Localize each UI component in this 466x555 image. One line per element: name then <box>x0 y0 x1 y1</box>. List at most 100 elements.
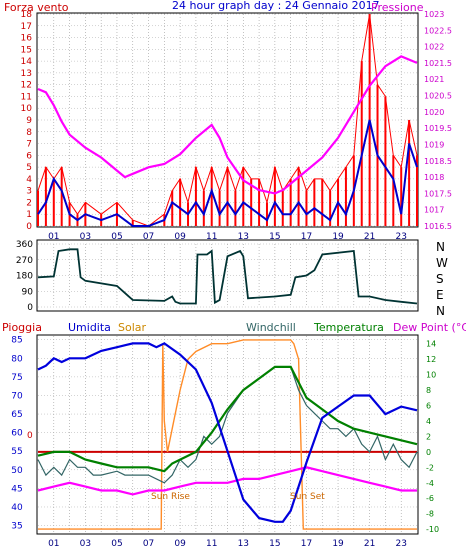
temperature-tick-label: -4 <box>426 479 434 488</box>
x-tick-label: 17 <box>301 232 312 242</box>
pressure-tick-label: 1022.5 <box>424 26 452 35</box>
wind-direction-line <box>37 248 418 305</box>
temperature-label: Temperatura <box>313 321 384 334</box>
humidity-tick-label: 45 <box>11 484 22 494</box>
x-tick-label: 15 <box>269 539 280 549</box>
sunset-label: Sun Set <box>290 492 325 502</box>
wind-tick-label: 9 <box>26 116 32 126</box>
pressure-label: Pressione <box>371 1 424 14</box>
wind-tick-label: 3 <box>26 187 32 197</box>
direction-panel-frame <box>36 239 419 312</box>
wind-tick-label: 2 <box>26 198 32 208</box>
humidity-line <box>37 342 418 523</box>
compass-label: E <box>436 288 444 302</box>
x-tick-label: 11 <box>206 539 217 549</box>
wind-tick-label: 1 <box>26 210 32 220</box>
x-tick-label: 15 <box>269 232 280 242</box>
wind-tick-label: 15 <box>21 45 32 55</box>
humidity-tick-label: 70 <box>11 391 23 401</box>
x-tick-label: 01 <box>48 539 59 549</box>
x-tick-label: 19 <box>332 539 344 549</box>
wind-tick-label: 4 <box>26 175 32 185</box>
solar-label: Solar <box>118 321 147 334</box>
pressure-tick-label: 1017.5 <box>424 189 452 198</box>
pressure-tick-label: 1022 <box>424 43 444 52</box>
wind-tick-label: 16 <box>21 34 33 44</box>
temperature-tick-label: 0 <box>426 448 431 457</box>
wind-tick-label: 13 <box>21 69 32 79</box>
wind-gust-line <box>37 13 418 227</box>
wind-tick-label: 7 <box>26 140 32 150</box>
compass-label: W <box>436 256 448 270</box>
pressure-tick-label: 1021.5 <box>424 59 452 68</box>
compass-label: N <box>436 304 445 318</box>
humidity-tick-label: 35 <box>11 522 22 532</box>
humidity-panel-frame <box>36 334 419 535</box>
x-tick-label: 07 <box>143 539 154 549</box>
direction-tick-label: 90 <box>22 287 34 297</box>
wind-force-label: Forza vento <box>4 1 69 14</box>
temperature-tick-label: 8 <box>426 386 431 395</box>
temperature-tick-label: 12 <box>426 355 436 364</box>
wind-pressure-plot: 01234567891011121314151617181016.5101710… <box>21 10 452 242</box>
compass-label: S <box>436 272 444 286</box>
humidity-tick-label: 75 <box>11 373 22 383</box>
temperature-tick-label: 2 <box>426 432 431 441</box>
x-tick-label: 09 <box>174 232 186 242</box>
x-tick-label: 09 <box>174 539 186 549</box>
wind-tick-label: 5 <box>26 163 32 173</box>
wind-tick-label: 18 <box>21 10 33 20</box>
x-tick-label: 19 <box>332 232 344 242</box>
direction-tick-label: 0 <box>27 303 33 313</box>
pressure-tick-label: 1019 <box>424 140 444 149</box>
solar-line <box>38 339 417 530</box>
dewpoint-line <box>37 466 417 496</box>
temperature-tick-label: 6 <box>426 402 431 411</box>
rain-label: Pioggia <box>2 321 42 334</box>
temperature-tick-label: 4 <box>426 417 431 426</box>
direction-tick-label: 360 <box>16 240 33 250</box>
x-tick-label: 17 <box>301 539 312 549</box>
x-tick-label: 03 <box>80 539 91 549</box>
pressure-tick-label: 1016.5 <box>424 222 452 231</box>
direction-tick-label: 270 <box>16 256 33 266</box>
chart-title: 24 hour graph day : 24 Gennaio 2017 <box>172 0 380 12</box>
x-tick-label: 03 <box>80 232 91 242</box>
x-tick-label: 11 <box>206 232 217 242</box>
x-tick-label: 13 <box>238 539 249 549</box>
humidity-label: Umidita <box>68 321 111 334</box>
wind-panel-frame <box>36 12 419 228</box>
x-tick-label: 21 <box>364 539 375 549</box>
pressure-tick-label: 1019.5 <box>424 124 452 133</box>
x-tick-label: 01 <box>48 232 59 242</box>
temperature-tick-label: 14 <box>426 340 436 349</box>
pressure-tick-label: 1020.5 <box>424 92 452 101</box>
compass-label: N <box>436 240 445 254</box>
temperature-tick-label: 10 <box>426 371 436 380</box>
humidity-tick-label: 50 <box>11 466 23 476</box>
pressure-line <box>37 55 418 195</box>
wind-tick-label: 17 <box>21 22 32 32</box>
humidity-tick-label: 40 <box>11 503 23 513</box>
wind-tick-label: 12 <box>21 81 32 91</box>
x-tick-label: 23 <box>395 539 406 549</box>
wind-tick-label: 6 <box>26 151 32 161</box>
pressure-tick-label: 1018.5 <box>424 157 452 166</box>
x-tick-label: 07 <box>143 232 154 242</box>
x-tick-label: 23 <box>395 232 406 242</box>
x-tick-label: 13 <box>238 232 249 242</box>
x-tick-label: 21 <box>364 232 375 242</box>
temperature-tick-label: -6 <box>426 494 434 503</box>
wind-avg-line <box>37 119 418 227</box>
wind-tick-label: 10 <box>21 104 33 114</box>
temperature-tick-label: -2 <box>426 463 434 472</box>
dewpoint-label: Dew Point (°C) <box>393 321 466 334</box>
direction-tick-label: 180 <box>16 272 33 282</box>
humidity-tick-label: 55 <box>11 447 22 457</box>
windchill-line <box>37 366 418 484</box>
pressure-tick-label: 1018 <box>424 173 444 182</box>
pressure-tick-label: 1017 <box>424 206 444 215</box>
wind-tick-label: 0 <box>26 222 32 232</box>
